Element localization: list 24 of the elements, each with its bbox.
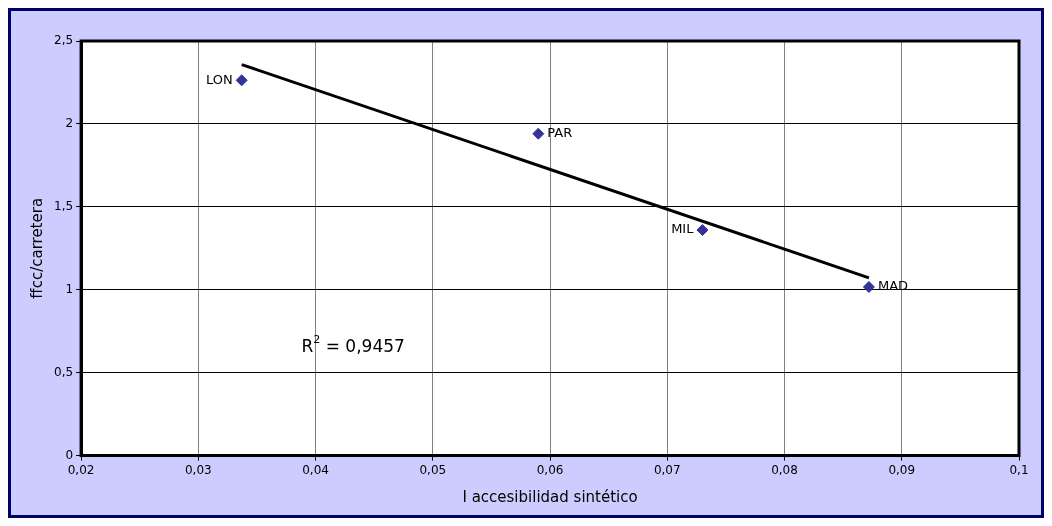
x-axis-title: I accesibilidad sintético	[462, 487, 638, 506]
x-tick-label: 0,03	[184, 462, 212, 477]
y-axis-title: ffcc/carretera	[27, 197, 46, 299]
y-tick-label: 1,5	[53, 198, 74, 213]
annotation: LON	[205, 71, 233, 87]
point	[862, 280, 875, 293]
x-tick-label: 0,09	[888, 462, 916, 477]
x-tick-label: 0,1	[1009, 462, 1029, 477]
y-tick-label: 2	[65, 116, 74, 131]
x-tick-label: 0,02	[67, 462, 95, 477]
annotation: MIL	[671, 221, 695, 237]
x-tick-label: 0,06	[536, 462, 564, 477]
x-tick-label: 0,08	[771, 462, 798, 477]
x-tick-label: 0,04	[302, 462, 329, 477]
y-tick-label: 0,5	[53, 364, 74, 379]
point	[532, 127, 545, 140]
x-tick-label: 0,07	[653, 462, 681, 477]
y-tick-label: 2,5	[53, 33, 74, 48]
x-tick-label: 0,05	[419, 462, 447, 477]
y-tick-label: 0	[65, 447, 74, 462]
point	[235, 74, 248, 87]
y-tick-label: 1	[65, 281, 74, 296]
point	[696, 224, 709, 237]
annotation: PAR	[547, 125, 573, 141]
